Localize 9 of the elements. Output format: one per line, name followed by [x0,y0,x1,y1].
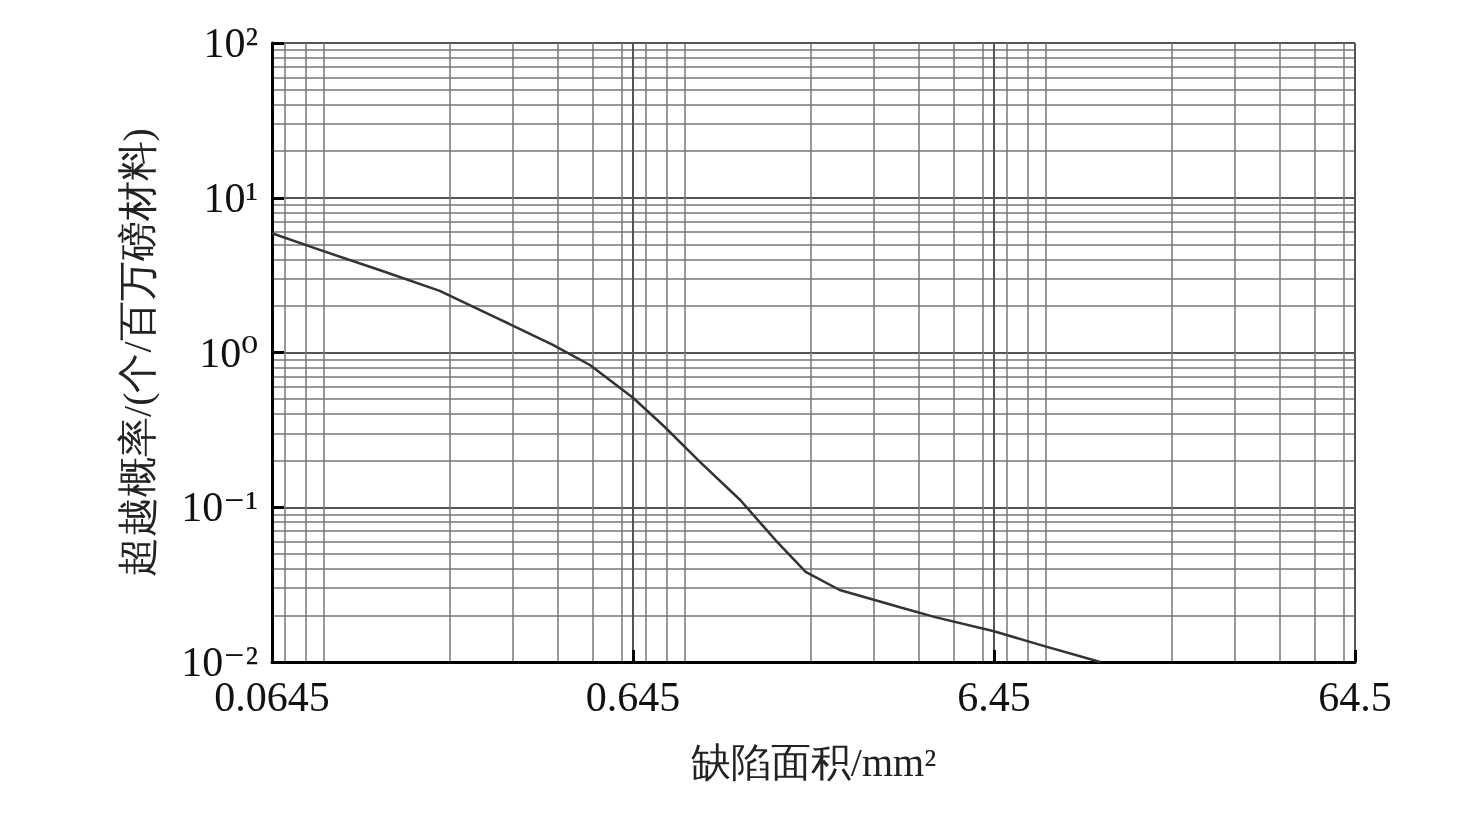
y-tick-label: 10¹ [203,174,258,221]
x-tick-label: 6.45 [957,674,1031,720]
y-tick-label: 10² [203,20,258,66]
x-tick-label: 64.5 [1318,674,1392,720]
x-axis-title: 缺陷面积/mm² [690,739,937,785]
y-tick-label: 10⁰ [199,329,258,376]
y-axis-title: 超越概率/(个/百万磅材料) [114,128,160,577]
x-tick-label: 0.645 [585,674,681,720]
y-tick-label: 10⁻¹ [181,484,258,531]
